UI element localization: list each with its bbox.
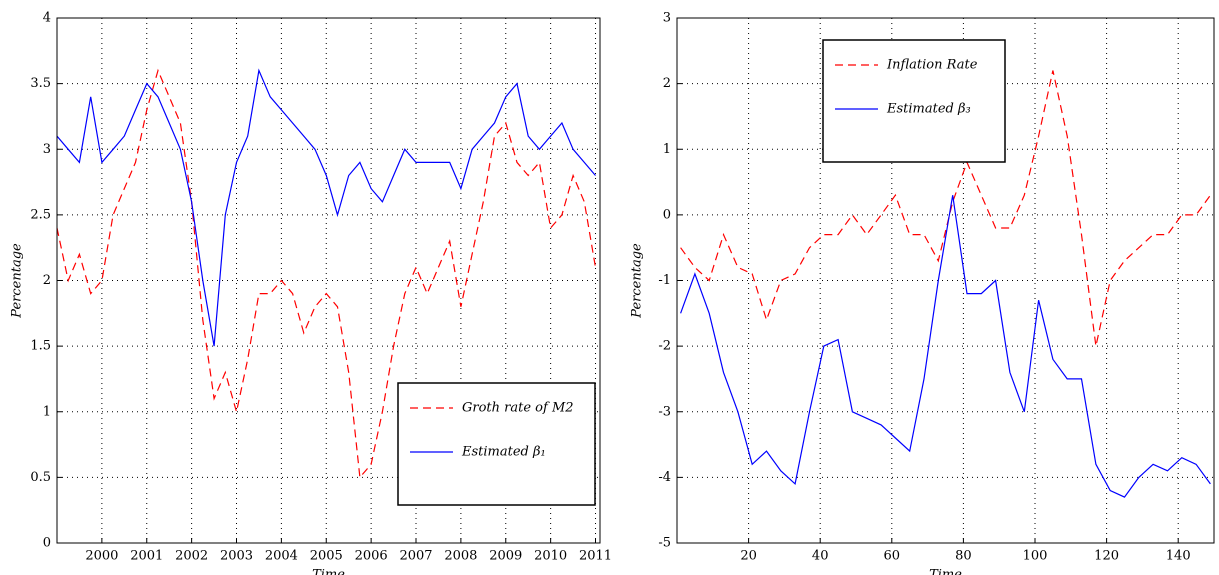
- x-tick-label: 20: [740, 549, 757, 564]
- series-line: [56, 68, 597, 479]
- x-tick-label: 2011: [579, 549, 612, 564]
- x-tick-label: 80: [955, 549, 972, 564]
- y-tick-label: 0.5: [30, 470, 51, 485]
- legend-label: Estimated β₃: [886, 102, 971, 117]
- legend-label: Groth rate of M2: [462, 401, 574, 416]
- x-tick-label: 2005: [310, 549, 343, 564]
- y-tick-label: 3: [43, 142, 51, 157]
- x-tick-label: 2000: [85, 549, 118, 564]
- x-tick-label: 100: [1023, 549, 1048, 564]
- y-tick-label: -2: [658, 339, 671, 354]
- y-tick-label: 1.5: [30, 339, 51, 354]
- axes-frame: [676, 17, 1215, 544]
- x-tick-label: 2006: [355, 549, 388, 564]
- legend-box: [822, 39, 1006, 163]
- series-line: [680, 195, 1211, 498]
- y-tick-label: 0: [663, 207, 671, 222]
- series-line: [56, 68, 596, 347]
- y-tick-label: 2: [43, 273, 51, 288]
- legend-label: Inflation Rate: [886, 58, 978, 73]
- legend-label: Estimated β₁: [461, 445, 546, 460]
- y-tick-label: -1: [658, 273, 671, 288]
- y-tick-label: 1: [663, 142, 671, 157]
- y-tick-label: -4: [658, 470, 671, 485]
- x-tick-label: 2010: [534, 549, 567, 564]
- y-tick-label: 0: [43, 536, 51, 551]
- y-tick-label: -3: [658, 404, 671, 419]
- x-tick-label: 2002: [175, 549, 208, 564]
- y-tick-label: 3: [663, 11, 671, 26]
- y-tick-label: 2: [663, 76, 671, 91]
- y-tick-label: 1: [43, 404, 51, 419]
- y-tick-label: -5: [658, 536, 671, 551]
- x-tick-label: 2003: [220, 549, 253, 564]
- x-tick-label: 2008: [444, 549, 477, 564]
- x-axis-label: Time: [929, 568, 962, 575]
- y-tick-label: 2.5: [30, 207, 51, 222]
- y-tick-label: 3.5: [30, 76, 51, 91]
- x-axis-label: Time: [312, 568, 345, 575]
- x-tick-label: 2007: [399, 549, 432, 564]
- x-tick-label: 140: [1166, 549, 1191, 564]
- x-tick-label: 2004: [265, 549, 298, 564]
- y-axis-label: Percentage: [10, 243, 25, 319]
- x-tick-label: 2009: [489, 549, 522, 564]
- y-axis-label: Percentage: [630, 243, 645, 319]
- y-tick-label: 4: [43, 11, 51, 26]
- series-line: [680, 70, 1211, 347]
- x-tick-label: 2001: [130, 549, 163, 564]
- x-tick-label: 60: [884, 549, 901, 564]
- axes-frame: [56, 17, 601, 544]
- x-tick-label: 120: [1094, 549, 1119, 564]
- x-tick-label: 40: [812, 549, 829, 564]
- legend-box: [397, 382, 596, 506]
